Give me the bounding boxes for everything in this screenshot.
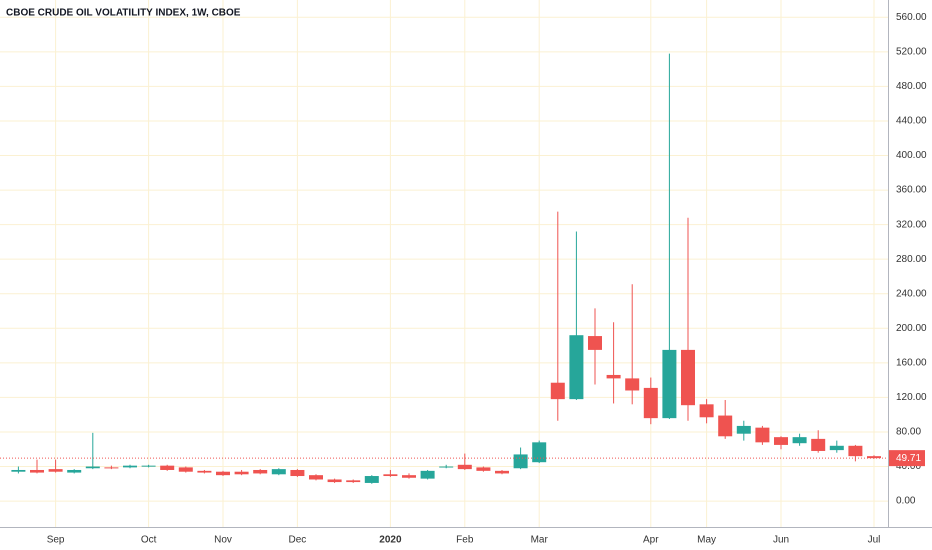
candles — [11, 53, 881, 484]
y-tick-label: 520.00 — [896, 46, 927, 57]
candle-body — [178, 467, 193, 472]
grid — [0, 0, 888, 527]
y-tick-label: 440.00 — [896, 116, 927, 127]
candle-body — [346, 480, 361, 483]
candle-body — [85, 466, 100, 469]
x-tick-label: Mar — [531, 535, 549, 546]
last-price-label: 49.71 — [896, 453, 921, 464]
candle-body — [588, 336, 602, 350]
candle-body — [829, 445, 844, 451]
candle-body — [271, 469, 286, 475]
y-tick-label: 120.00 — [896, 392, 927, 403]
candle-body — [867, 456, 881, 459]
x-tick-label: Dec — [289, 535, 307, 546]
candle-body — [197, 470, 212, 473]
candle-body — [699, 404, 714, 418]
candle-body — [11, 469, 26, 472]
candle-body — [718, 415, 733, 437]
chart-title: CBOE CRUDE OIL VOLATILITY INDEX, 1W, CBO… — [6, 8, 241, 19]
x-tick-label: Oct — [141, 535, 157, 546]
candle-body — [681, 349, 695, 406]
candle-body — [141, 465, 156, 467]
candle-body — [736, 425, 751, 434]
y-tick-label: 320.00 — [896, 219, 927, 230]
candle-body — [774, 437, 788, 445]
x-tick-label: Nov — [214, 535, 232, 546]
y-tick-label: 480.00 — [896, 81, 927, 92]
candle-body — [457, 464, 472, 470]
candle-body — [792, 437, 807, 444]
candle-body — [253, 469, 268, 474]
y-tick-label: 40.00 — [896, 461, 921, 472]
x-tick-label: Sep — [47, 535, 65, 546]
candle-body — [290, 469, 305, 477]
x-tick-label: Jun — [773, 535, 789, 546]
candle-body — [420, 470, 435, 479]
candle-body — [532, 442, 547, 463]
candle-body — [327, 479, 342, 483]
y-tick-label: 360.00 — [896, 185, 927, 196]
candle-body — [30, 469, 44, 473]
y-tick-label: 80.00 — [896, 427, 921, 438]
candle-body — [662, 349, 677, 419]
y-tick-label: 240.00 — [896, 288, 927, 299]
candle-body — [309, 475, 323, 480]
candle-body — [848, 445, 863, 457]
y-tick-label: 560.00 — [896, 12, 927, 23]
candle-body — [48, 469, 63, 472]
candle-body — [216, 471, 230, 476]
y-tick-label: 280.00 — [896, 254, 927, 265]
x-tick-label: Apr — [643, 535, 659, 546]
x-tick-label: Jul — [868, 535, 881, 546]
candle-body — [104, 467, 119, 469]
last-price-box — [889, 450, 925, 467]
candle-body — [160, 465, 175, 470]
candle-body — [439, 466, 454, 468]
candle-body — [383, 474, 398, 477]
candle-body — [606, 374, 621, 379]
y-tick-label: 400.00 — [896, 150, 927, 161]
candle-body — [755, 427, 770, 443]
candle-body — [123, 465, 137, 468]
candle-body — [643, 387, 658, 419]
candle-body — [476, 467, 491, 471]
x-tick-label: 2020 — [379, 535, 402, 546]
candle-body — [402, 475, 416, 478]
y-tick-label: 160.00 — [896, 357, 927, 368]
candle-body — [569, 335, 584, 400]
candle-body — [234, 471, 249, 475]
candle-body — [811, 438, 826, 451]
x-tick-label: May — [697, 535, 716, 546]
candle-body — [67, 469, 82, 473]
y-tick-label: 0.00 — [896, 496, 916, 507]
candle-body — [625, 378, 640, 391]
candle-body — [550, 382, 565, 400]
candle-body — [513, 454, 528, 469]
x-tick-label: Feb — [456, 535, 474, 546]
candle-body — [495, 470, 509, 474]
y-tick-label: 200.00 — [896, 323, 927, 334]
candle-body — [364, 476, 379, 483]
